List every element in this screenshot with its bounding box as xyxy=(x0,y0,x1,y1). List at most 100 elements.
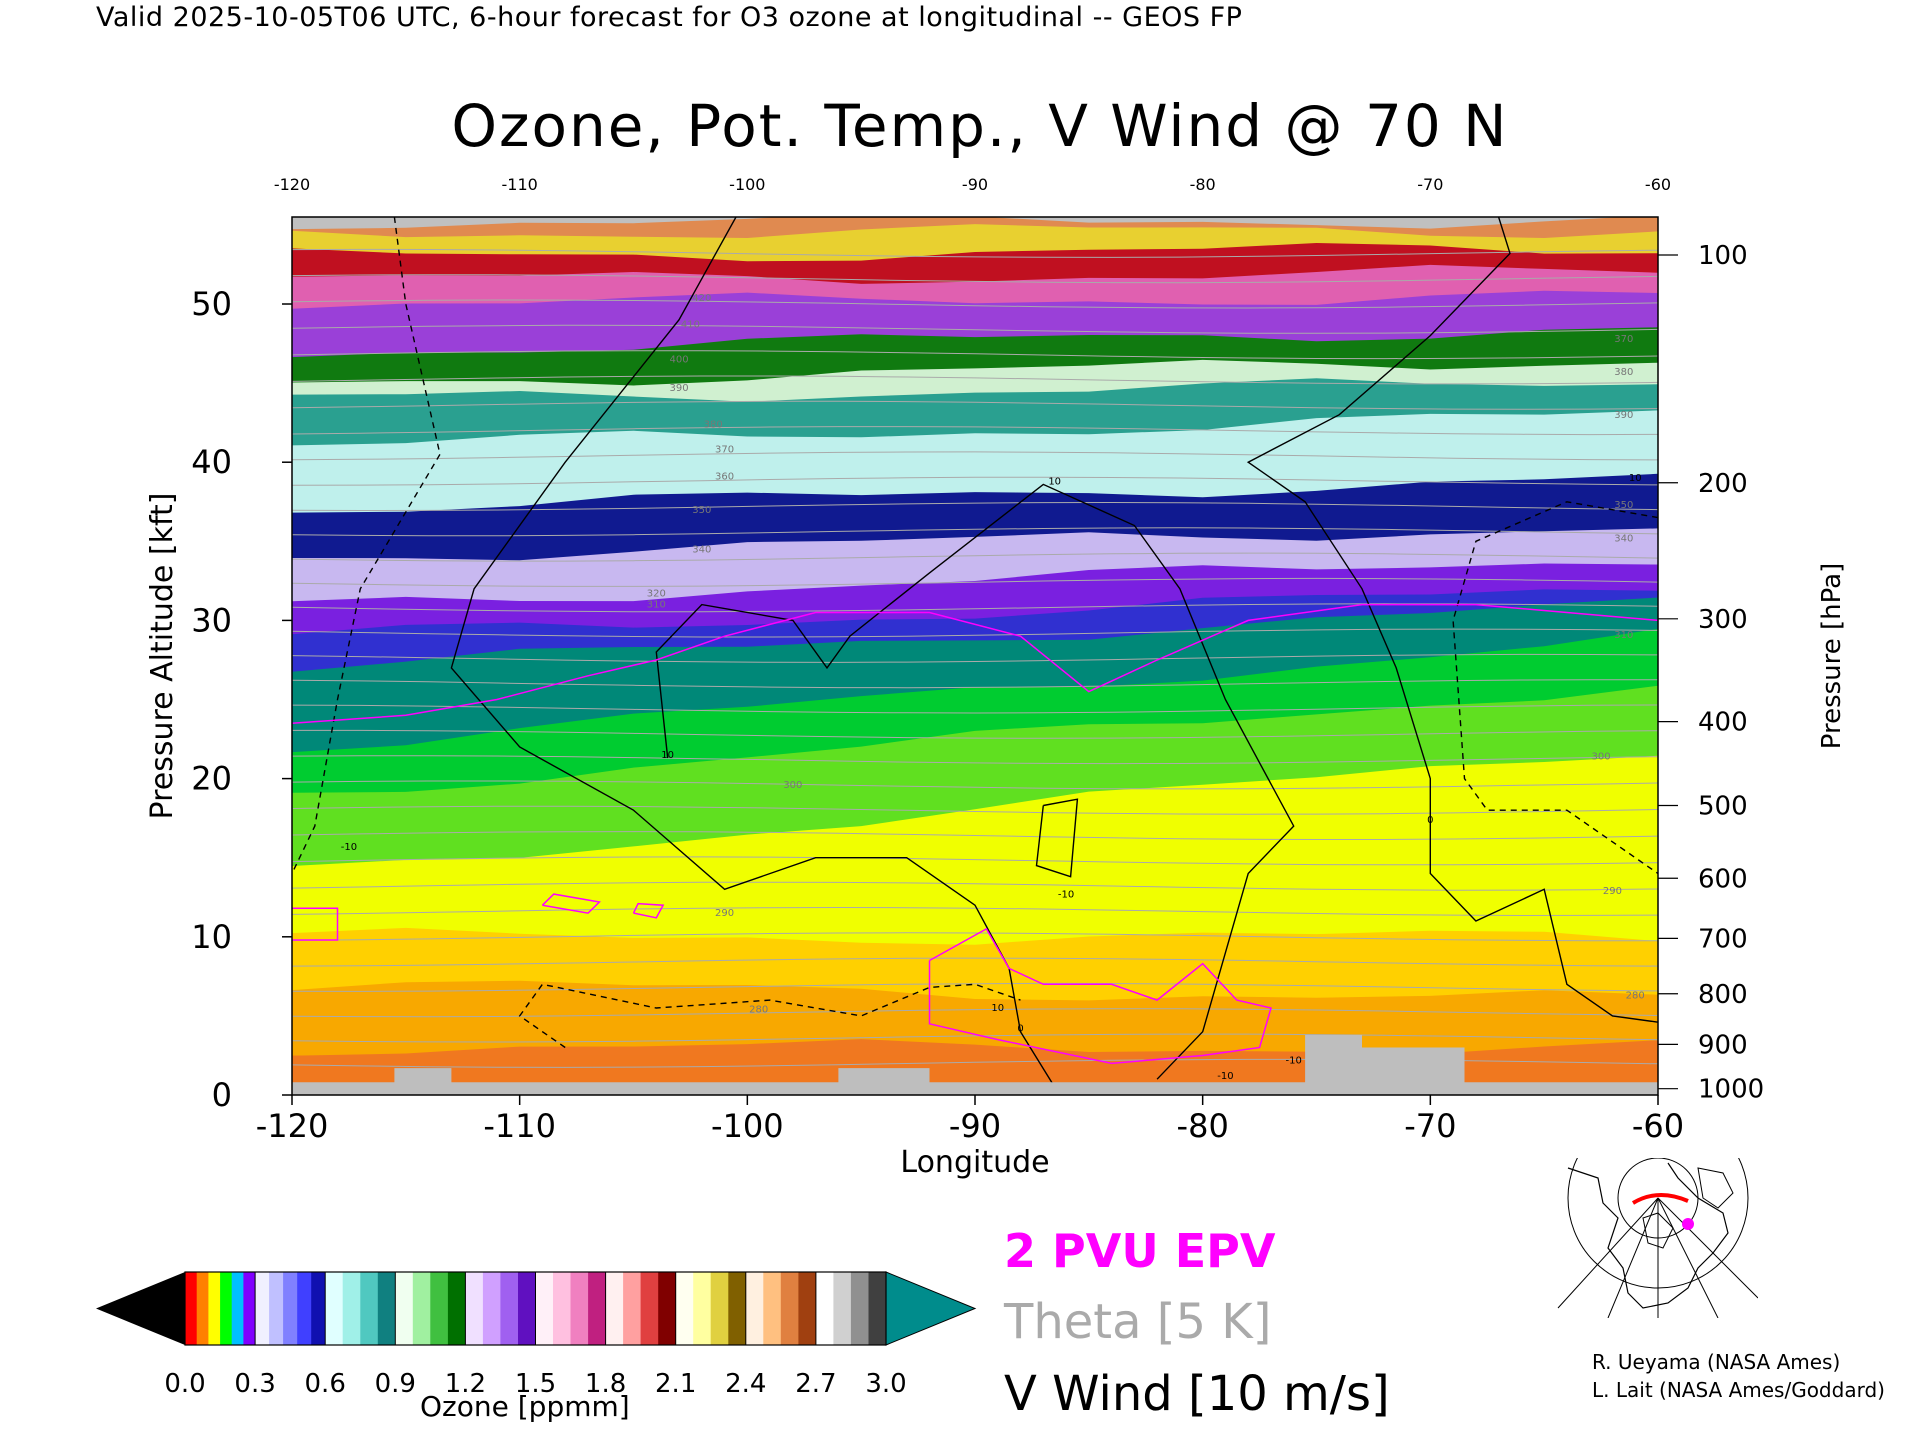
y-tick-label: 40 xyxy=(191,443,232,481)
valid-time-line: Valid 2025-10-05T06 UTC, 6-hour forecast… xyxy=(96,2,1243,33)
colorbar-tick-label: 1.8 xyxy=(585,1369,626,1399)
pressure-tick-label: 400 xyxy=(1698,708,1748,738)
colorbar-swatch xyxy=(325,1272,344,1345)
theta-contour xyxy=(292,501,1658,512)
colorbar-swatch xyxy=(255,1272,270,1345)
x-tick-label: -110 xyxy=(483,1107,556,1145)
theta-label: 300 xyxy=(1592,752,1611,763)
colorbar-swatch xyxy=(745,1272,764,1345)
ozone-bands xyxy=(292,217,1658,1095)
ozone-colorbar: 0.0 0.3 0.6 0.9 1.2 1.5 1.8 2.1 2.4 2.7 3.0 xyxy=(96,1271,977,1399)
epv-legend-label: 2 PVU EPV xyxy=(1004,1224,1276,1278)
wind-label: 10 xyxy=(1629,473,1642,484)
pressure-tick-label: 500 xyxy=(1698,791,1748,821)
wind-label: 10 xyxy=(661,750,674,761)
map-coastline xyxy=(1642,1212,1674,1249)
colorbar-swatch xyxy=(412,1272,431,1345)
wind-label: -10 xyxy=(1217,1071,1233,1082)
map-meridian xyxy=(1607,1197,1659,1318)
theta-contour xyxy=(292,375,1658,385)
wind-legend-label: V Wind [10 m/s] xyxy=(1004,1366,1390,1422)
x-tick-label: -90 xyxy=(949,1107,1001,1145)
theta-contours: 3103203403503603703803904004104202902803… xyxy=(292,248,1658,1068)
theta-label: 300 xyxy=(783,780,802,791)
theta-label: 340 xyxy=(1614,533,1633,544)
y-tick-label: 0 xyxy=(212,1076,232,1114)
v-wind-contour xyxy=(518,983,1021,1049)
map-coastline xyxy=(1567,1162,1729,1309)
theta-label: 380 xyxy=(1614,367,1633,378)
theta-label: 320 xyxy=(647,589,666,600)
theta-contour xyxy=(292,577,1658,587)
theta-contour xyxy=(292,400,1658,410)
map-section-line xyxy=(1631,1193,1689,1205)
map-location-marker xyxy=(1682,1218,1694,1230)
colorbar-swatch xyxy=(243,1272,256,1345)
colorbar-tick-label: 2.4 xyxy=(725,1369,766,1399)
colorbar-swatch xyxy=(465,1272,484,1345)
theta-label: 350 xyxy=(692,505,711,516)
colorbar-tick-label: 3.0 xyxy=(865,1369,906,1399)
v-wind-contour xyxy=(1035,798,1079,878)
theta-label: 310 xyxy=(647,600,666,611)
colorbar-swatch xyxy=(518,1272,536,1345)
x-top-tick-label: -60 xyxy=(1645,175,1671,194)
theta-label: 380 xyxy=(704,419,723,430)
colorbar-swatch xyxy=(850,1272,869,1345)
colorbar-tick-label: 0.6 xyxy=(305,1369,346,1399)
colorbar-swatch xyxy=(342,1272,361,1345)
pressure-tick-label: 1000 xyxy=(1698,1075,1764,1105)
y-tick-label: 50 xyxy=(191,285,232,323)
theta-contour xyxy=(292,679,1658,689)
pressure-tick-label: 300 xyxy=(1698,605,1748,635)
theta-contour xyxy=(292,1033,1658,1043)
theta-legend-label: Theta [5 K] xyxy=(1004,1294,1272,1350)
theta-contour xyxy=(292,527,1658,537)
theta-label: 350 xyxy=(1614,500,1633,511)
colorbar-swatch xyxy=(208,1272,221,1345)
theta-label: 410 xyxy=(681,320,700,331)
colorbar-swatch xyxy=(430,1272,449,1345)
wind-label: -10 xyxy=(1058,889,1074,900)
wind-label: 10 xyxy=(991,1003,1004,1014)
theta-label: 280 xyxy=(749,1005,768,1016)
theta-contour xyxy=(292,628,1658,638)
colorbar-swatch xyxy=(588,1272,607,1345)
colorbar-tick-label: 1.5 xyxy=(515,1369,556,1399)
colorbar-swatch xyxy=(297,1272,312,1345)
epv-contour xyxy=(632,902,665,919)
colorbar-swatch xyxy=(693,1272,712,1345)
theta-contour xyxy=(292,350,1658,360)
colorbar-under-triangle xyxy=(96,1272,185,1345)
theta-label: 360 xyxy=(715,472,734,483)
x-top-tick-label: -80 xyxy=(1190,175,1216,194)
colorbar-over-triangle xyxy=(885,1271,977,1346)
x-top-tick-label: -120 xyxy=(274,175,310,194)
colorbar-swatch xyxy=(447,1272,466,1345)
colorbar-swatch xyxy=(815,1272,834,1345)
theta-contour xyxy=(292,729,1658,739)
colorbar-tick-label: 0.3 xyxy=(234,1369,275,1399)
colorbar-swatch xyxy=(231,1272,244,1345)
theta-contour xyxy=(292,324,1658,334)
map-coastline xyxy=(1697,1167,1734,1209)
colorbar-swatch xyxy=(283,1272,298,1345)
colorbar-swatch xyxy=(500,1272,519,1345)
colorbar-swatch xyxy=(605,1272,624,1345)
theta-label: 390 xyxy=(669,383,688,394)
epv-contour xyxy=(541,893,601,914)
wind-label: 10 xyxy=(1048,476,1061,487)
colorbar-swatch xyxy=(833,1272,852,1345)
x-tick-label: -70 xyxy=(1404,1107,1456,1145)
x-tick-label: -120 xyxy=(256,1107,329,1145)
colorbar-swatch xyxy=(220,1272,233,1345)
axes: -120 -110 -100 -90 -80 -70 -60-120 -110 -100 -90-… xyxy=(145,175,1847,1180)
theta-contour xyxy=(292,957,1658,967)
colorbar-swatch xyxy=(728,1272,747,1345)
theta-label: 370 xyxy=(715,445,734,456)
y-axis-label-right: Pressure [hPa] xyxy=(1817,563,1847,750)
theta-label: 390 xyxy=(1614,410,1633,421)
map-meridian xyxy=(1557,1197,1659,1309)
theta-label: 340 xyxy=(692,544,711,555)
